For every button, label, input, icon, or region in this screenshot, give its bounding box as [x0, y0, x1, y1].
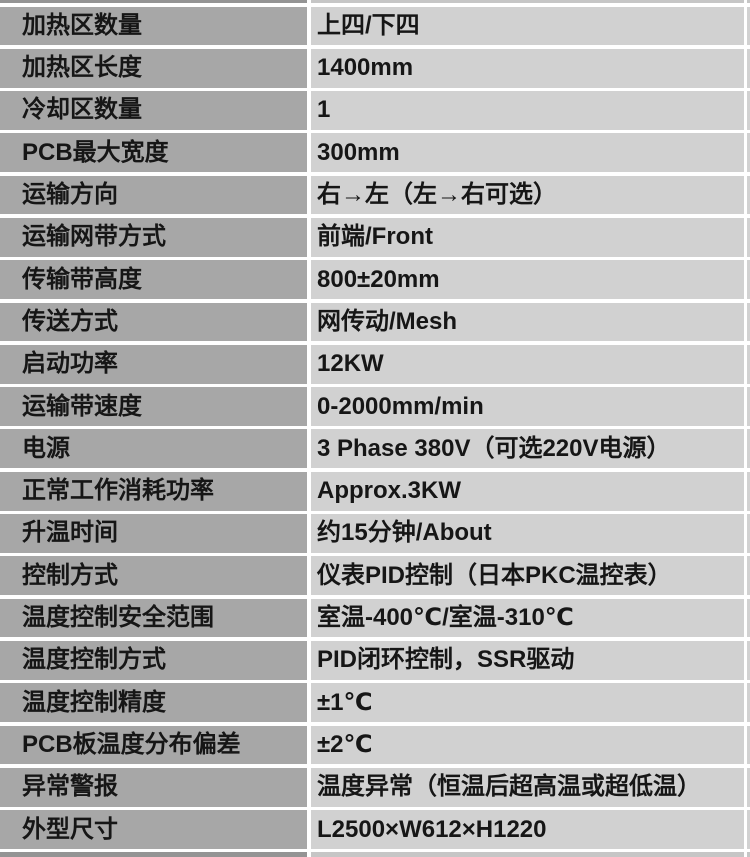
- table-edge-sliver: [747, 133, 750, 173]
- partial-value-cell: [311, 852, 744, 857]
- table-edge-sliver: [747, 0, 750, 3]
- spec-label: PCB最大宽度: [0, 133, 307, 173]
- spec-value: 约15分钟/About: [311, 514, 744, 553]
- spec-value: 300mm: [311, 133, 744, 173]
- spec-label: 正常工作消耗功率: [0, 471, 307, 511]
- spec-value: 12KW: [311, 344, 744, 384]
- spec-label: 运输网带方式: [0, 217, 307, 257]
- table-edge-sliver: [747, 810, 750, 849]
- table-edge-sliver: [747, 6, 750, 46]
- spec-label: 冷却区数量: [0, 91, 307, 130]
- table-row: 传输带高度 800±20mm: [0, 260, 750, 300]
- spec-value: 1400mm: [311, 48, 744, 88]
- table-edge-sliver: [747, 260, 750, 300]
- spec-value: 网传动/Mesh: [311, 302, 744, 342]
- spec-value: 仪表PID控制（日本PKC温控表）: [311, 556, 744, 596]
- table-bottom-partial-row: [0, 852, 750, 857]
- table-edge-sliver: [747, 598, 750, 638]
- table-edge-sliver: [747, 302, 750, 342]
- spec-value: 上四/下四: [311, 6, 744, 46]
- spec-value: 1: [311, 91, 744, 130]
- spec-value: 0-2000mm/min: [311, 387, 744, 426]
- spec-label: 运输带速度: [0, 387, 307, 426]
- table-row: 启动功率 12KW: [0, 344, 750, 384]
- spec-label: 升温时间: [0, 514, 307, 553]
- spec-label: 电源: [0, 429, 307, 469]
- spec-label: 控制方式: [0, 556, 307, 596]
- spec-label: 加热区长度: [0, 48, 307, 88]
- table-edge-sliver: [747, 48, 750, 88]
- table-edge-sliver: [747, 429, 750, 469]
- table-edge-sliver: [747, 556, 750, 596]
- spec-label: 外型尺寸: [0, 810, 307, 849]
- spec-label: 启动功率: [0, 344, 307, 384]
- spec-value: 800±20mm: [311, 260, 744, 300]
- table-edge-sliver: [747, 471, 750, 511]
- table-row: 加热区数量 上四/下四: [0, 6, 750, 46]
- table-body: 加热区数量 上四/下四 加热区长度 1400mm 冷却区数量 1 PCB最大宽度 300mm 运…: [0, 3, 750, 849]
- table-row: 运输网带方式 前端/Front: [0, 217, 750, 257]
- table-edge-sliver: [747, 387, 750, 426]
- partial-label-cell: [0, 0, 307, 3]
- spec-label: PCB板温度分布偏差: [0, 725, 307, 765]
- spec-value: ±1℃: [311, 683, 744, 723]
- table-row: 控制方式 仪表PID控制（日本PKC温控表）: [0, 556, 750, 596]
- table-row: 运输方向 右→左（左→右可选）: [0, 175, 750, 215]
- spec-label: 传输带高度: [0, 260, 307, 300]
- table-edge-sliver: [747, 91, 750, 130]
- partial-value-cell: [311, 0, 744, 3]
- spec-label: 异常警报: [0, 767, 307, 807]
- table-edge-sliver: [747, 344, 750, 384]
- spec-value: Approx.3KW: [311, 471, 744, 511]
- spec-value: ±2℃: [311, 725, 744, 765]
- table-row: 正常工作消耗功率 Approx.3KW: [0, 471, 750, 511]
- table-row: PCB板温度分布偏差 ±2℃: [0, 725, 750, 765]
- spec-value: PID闭环控制，SSR驱动: [311, 640, 744, 680]
- spec-value: 前端/Front: [311, 217, 744, 257]
- table-row: 加热区长度 1400mm: [0, 48, 750, 88]
- table-row: 温度控制精度 ±1℃: [0, 683, 750, 723]
- table-edge-sliver: [747, 852, 750, 857]
- spec-label: 加热区数量: [0, 6, 307, 46]
- table-edge-sliver: [747, 683, 750, 723]
- table-row: 外型尺寸 L2500×W612×H1220: [0, 810, 750, 849]
- table-row: 电源 3 Phase 380V（可选220V电源）: [0, 429, 750, 469]
- spec-label: 温度控制安全范围: [0, 598, 307, 638]
- spec-label: 传送方式: [0, 302, 307, 342]
- table-row: 温度控制安全范围 室温-400℃/室温-310℃: [0, 598, 750, 638]
- table-edge-sliver: [747, 640, 750, 680]
- table-row: 传送方式 网传动/Mesh: [0, 302, 750, 342]
- spec-value: 温度异常（恒温后超高温或超低温）: [311, 767, 744, 807]
- spec-value: L2500×W612×H1220: [311, 810, 744, 849]
- table-edge-sliver: [747, 725, 750, 765]
- table-row: 温度控制方式 PID闭环控制，SSR驱动: [0, 640, 750, 680]
- spec-label: 温度控制精度: [0, 683, 307, 723]
- table-row: 升温时间 约15分钟/About: [0, 514, 750, 553]
- spec-value: 室温-400℃/室温-310℃: [311, 598, 744, 638]
- spec-value: 右→左（左→右可选）: [311, 175, 744, 215]
- table-row: 异常警报 温度异常（恒温后超高温或超低温）: [0, 767, 750, 807]
- spec-label: 温度控制方式: [0, 640, 307, 680]
- table-row: 冷却区数量 1: [0, 91, 750, 130]
- table-row: PCB最大宽度 300mm: [0, 133, 750, 173]
- table-edge-sliver: [747, 514, 750, 553]
- spec-value: 3 Phase 380V（可选220V电源）: [311, 429, 744, 469]
- table-edge-sliver: [747, 217, 750, 257]
- table-edge-sliver: [747, 175, 750, 215]
- partial-label-cell: [0, 852, 307, 857]
- table-row: 运输带速度 0-2000mm/min: [0, 387, 750, 426]
- spec-label: 运输方向: [0, 175, 307, 215]
- table-edge-sliver: [747, 767, 750, 807]
- table-top-partial-row: [0, 0, 750, 3]
